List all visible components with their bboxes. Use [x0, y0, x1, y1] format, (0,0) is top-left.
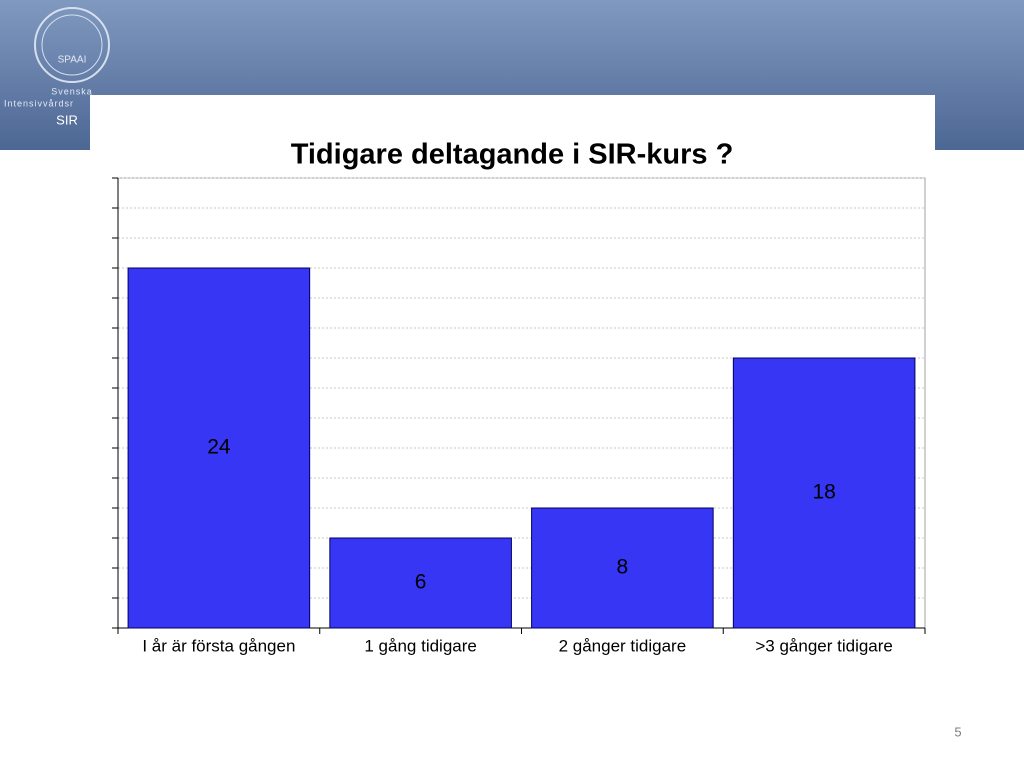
logo-ring — [41, 14, 103, 76]
x-tick-label: >3 gånger tidigare — [755, 636, 893, 655]
x-tick-label: 1 gång tidigare — [364, 636, 476, 655]
data-label: 6 — [415, 571, 427, 594]
logo-emblem — [34, 7, 110, 83]
x-tick-label: I år är första gången — [142, 636, 295, 655]
bar — [531, 507, 714, 629]
logo-emblem-text: SPAAI — [58, 55, 87, 66]
bar — [732, 357, 916, 629]
plot: I år är första gången 24 1 gång tidigare 6 2… — [112, 177, 926, 655]
data-label: 24 — [207, 436, 231, 459]
logo-line: Intensivvårdsr — [4, 98, 74, 108]
data-label: 8 — [617, 556, 629, 579]
bar — [329, 537, 512, 629]
chart-title: Tidigare deltagande i SIR-kurs ? — [291, 139, 734, 171]
bar — [127, 267, 311, 629]
data-label: 18 — [812, 481, 835, 504]
x-tick-label: 2 gånger tidigare — [559, 636, 687, 655]
page-number: 5 — [954, 724, 961, 739]
logo-line: Svenska — [51, 86, 93, 96]
logo-line: SIR — [56, 112, 78, 127]
